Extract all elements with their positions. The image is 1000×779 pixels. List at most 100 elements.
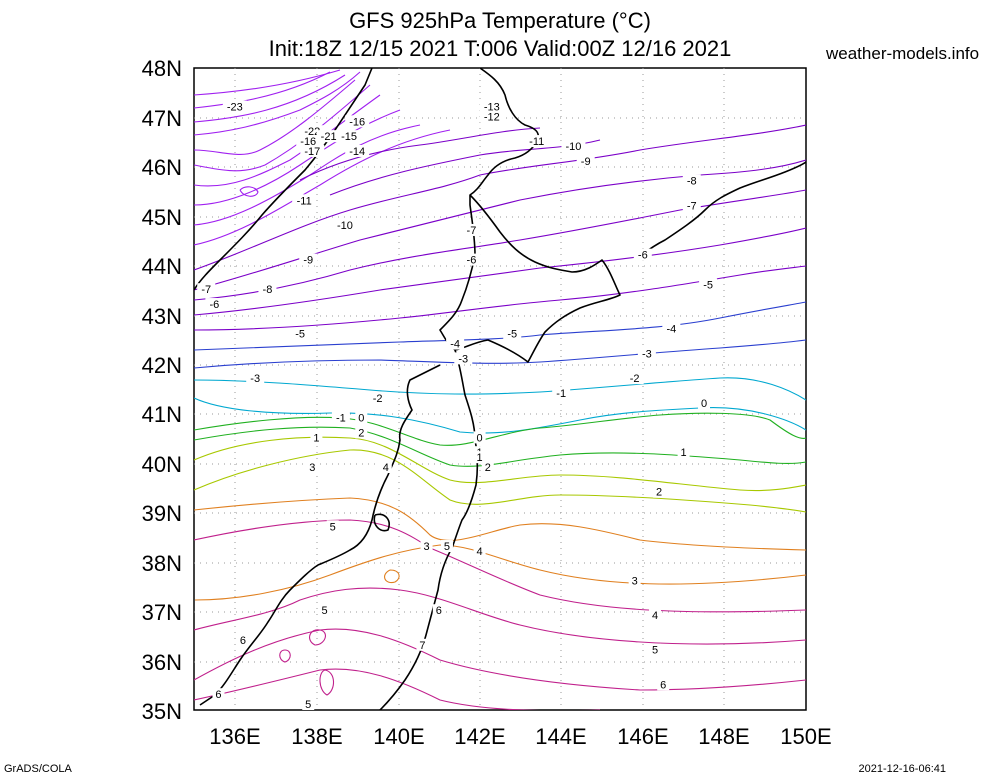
lon-label-138e: 138E [291, 724, 342, 749]
contour-label-bg [205, 298, 224, 311]
contour-label: -7 [687, 200, 697, 212]
lon-label-148e: 148E [698, 724, 749, 749]
contour-label-bg [316, 130, 341, 143]
contour-label: 6 [240, 635, 246, 647]
contour-label: 3 [632, 576, 638, 588]
contour-label-bg [682, 199, 701, 212]
contour-label: 2 [485, 462, 491, 474]
coast-sado [373, 513, 390, 532]
contour-label: 3 [423, 541, 429, 553]
isotherm-group-zero [194, 412, 806, 467]
contour-label: 4 [477, 546, 483, 558]
contour-label-bg [479, 110, 504, 123]
contour-label-bg [355, 411, 368, 424]
contour-label: -15 [341, 131, 357, 143]
contour-label: -1 [556, 388, 566, 400]
lat-label-35n: 35N [142, 699, 182, 724]
contour-label: 4 [652, 610, 658, 622]
contour-label: -5 [507, 329, 517, 341]
contour-label: 0 [358, 413, 364, 425]
contour-label: 5 [305, 699, 311, 711]
contour-label: 6 [660, 679, 666, 691]
contour-label: 1 [313, 432, 319, 444]
coast-asia [194, 68, 373, 291]
coast-kurils [634, 161, 806, 261]
longitude-axis: 136E 138E 140E 142E 144E 146E 148E 150E [209, 724, 831, 749]
contour-label: 1 [681, 447, 687, 459]
lat-label-46n: 46N [142, 155, 182, 180]
contour-label: -5 [703, 279, 713, 291]
contour-label: 0 [477, 432, 483, 444]
isotherm-group-minus12 [194, 124, 806, 331]
contour-label-bg [446, 337, 465, 350]
contour-label-bg [473, 451, 486, 464]
lat-label-39n: 39N [142, 501, 182, 526]
lat-label-41n: 41N [142, 402, 182, 427]
contour-label-bg [331, 411, 350, 424]
contour-label: -3 [642, 348, 652, 360]
contour-label-bg [212, 688, 225, 701]
lat-label-38n: 38N [142, 551, 182, 576]
contour-label-bg [222, 100, 247, 113]
lon-label-146e: 146E [617, 724, 668, 749]
contour-label-bg [296, 135, 321, 148]
contour-label: -3 [250, 373, 260, 385]
contour-label: -10 [337, 220, 353, 232]
contour-label: -16 [349, 116, 365, 128]
coast-hokkaido [439, 194, 621, 363]
lat-label-42n: 42N [142, 353, 182, 378]
contour-label-bg [473, 431, 486, 444]
contour-label-bg [454, 352, 473, 365]
footer-software-credit: GrADS/COLA [4, 763, 72, 775]
contour-label-bg [326, 520, 339, 533]
contour-label: -6 [210, 299, 220, 311]
contour-label-bg [677, 446, 690, 459]
contour-label: -6 [467, 255, 477, 267]
contour-label-bg [561, 140, 586, 153]
lon-label-142e: 142E [454, 724, 505, 749]
contour-label-bg [345, 144, 370, 157]
coastlines [194, 68, 806, 710]
contour-label-bg [462, 223, 481, 236]
footer-timestamp: 2021-12-16-06:41 [858, 763, 946, 775]
contour-label-bg [318, 604, 331, 617]
lat-label-48n: 48N [142, 56, 182, 81]
contour-label-bg [633, 248, 652, 261]
lon-label-150e: 150E [780, 724, 831, 749]
latitude-axis: 48N 47N 46N 45N 44N 43N 42N 41N 40N 39N … [142, 56, 182, 724]
isotherm-group-hot [194, 519, 806, 710]
contour-label-bg [473, 544, 486, 557]
contour-label: -8 [687, 176, 697, 188]
contour-label: 1 [477, 452, 483, 464]
contour-label-bg [300, 144, 325, 157]
isotherm-group-minus2 [194, 377, 806, 434]
isotherms [194, 69, 806, 710]
contour-label: -21 [321, 131, 337, 143]
contour-label: -5 [295, 329, 305, 341]
contour-label-bg [552, 386, 571, 399]
contour-label: -12 [484, 111, 500, 123]
contour-label: -2 [373, 393, 383, 405]
lon-label-144e: 144E [535, 724, 586, 749]
contour-label-bg [653, 485, 666, 498]
contour-label: 5 [330, 521, 336, 533]
contour-label: 2 [656, 487, 662, 499]
lat-label-43n: 43N [142, 304, 182, 329]
contour-label: -7 [467, 225, 477, 237]
contour-label-bg [503, 327, 522, 340]
contour-label-bg [481, 461, 494, 474]
contour-label: -11 [297, 195, 312, 207]
contour-label: -9 [581, 156, 591, 168]
contour-label-bg [699, 278, 718, 291]
contour-label: -7 [201, 284, 211, 296]
contour-label-bg [306, 461, 319, 474]
isotherm-group-cold [194, 69, 451, 246]
contour-label-bg [368, 391, 387, 404]
contour-label: -4 [450, 339, 460, 351]
contour-label-bg [258, 283, 277, 296]
contour-label: -11 [529, 136, 544, 148]
contour-label: -23 [227, 102, 243, 114]
chart-subtitle: Init:18Z 12/15 2021 T:006 Valid:00Z 12/1… [268, 36, 732, 61]
contour-label-bg [440, 540, 453, 553]
